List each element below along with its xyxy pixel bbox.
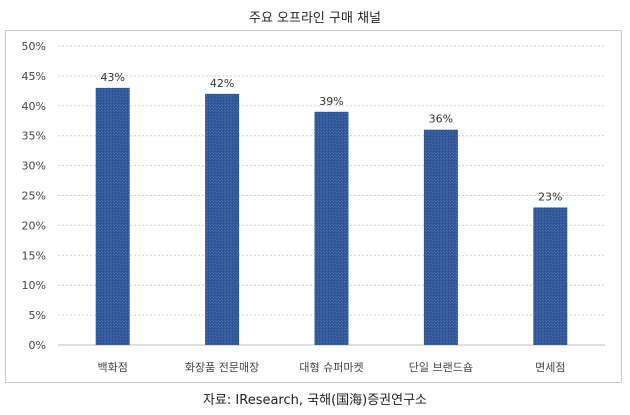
source-note: 자료: IResearch, 국해(国海)증권연구소	[202, 393, 428, 408]
bar	[205, 93, 240, 345]
bar	[533, 207, 568, 345]
x-tick-label: 면세점	[535, 361, 565, 374]
x-tick-label: 화장품 전문매장	[185, 361, 259, 374]
y-tick-label: 15%	[22, 249, 46, 262]
bar	[314, 111, 349, 345]
y-tick-label: 45%	[22, 70, 46, 83]
bar	[95, 87, 130, 346]
data-label: 39%	[319, 95, 343, 108]
y-tick-label: 0%	[29, 339, 46, 352]
y-tick-label: 35%	[22, 130, 46, 143]
data-label: 36%	[429, 113, 453, 126]
y-tick-label: 5%	[29, 309, 46, 322]
data-label: 43%	[100, 71, 124, 84]
x-tick-label: 대형 슈퍼마켓	[299, 361, 363, 374]
x-tick-label: 백화점	[98, 361, 128, 374]
y-tick-label: 50%	[22, 40, 46, 53]
bar	[423, 129, 458, 345]
y-tick-label: 10%	[22, 279, 46, 292]
y-tick-label: 40%	[22, 100, 46, 113]
chart-frame	[5, 30, 622, 383]
chart-title: 주요 오프라인 구매 채널	[249, 11, 381, 26]
y-tick-label: 30%	[22, 160, 46, 173]
data-label: 42%	[210, 77, 234, 90]
x-tick-label: 단일 브랜드숍	[409, 360, 473, 374]
y-tick-label: 20%	[22, 219, 46, 232]
y-tick-label: 25%	[22, 190, 46, 203]
data-label: 23%	[538, 190, 562, 203]
